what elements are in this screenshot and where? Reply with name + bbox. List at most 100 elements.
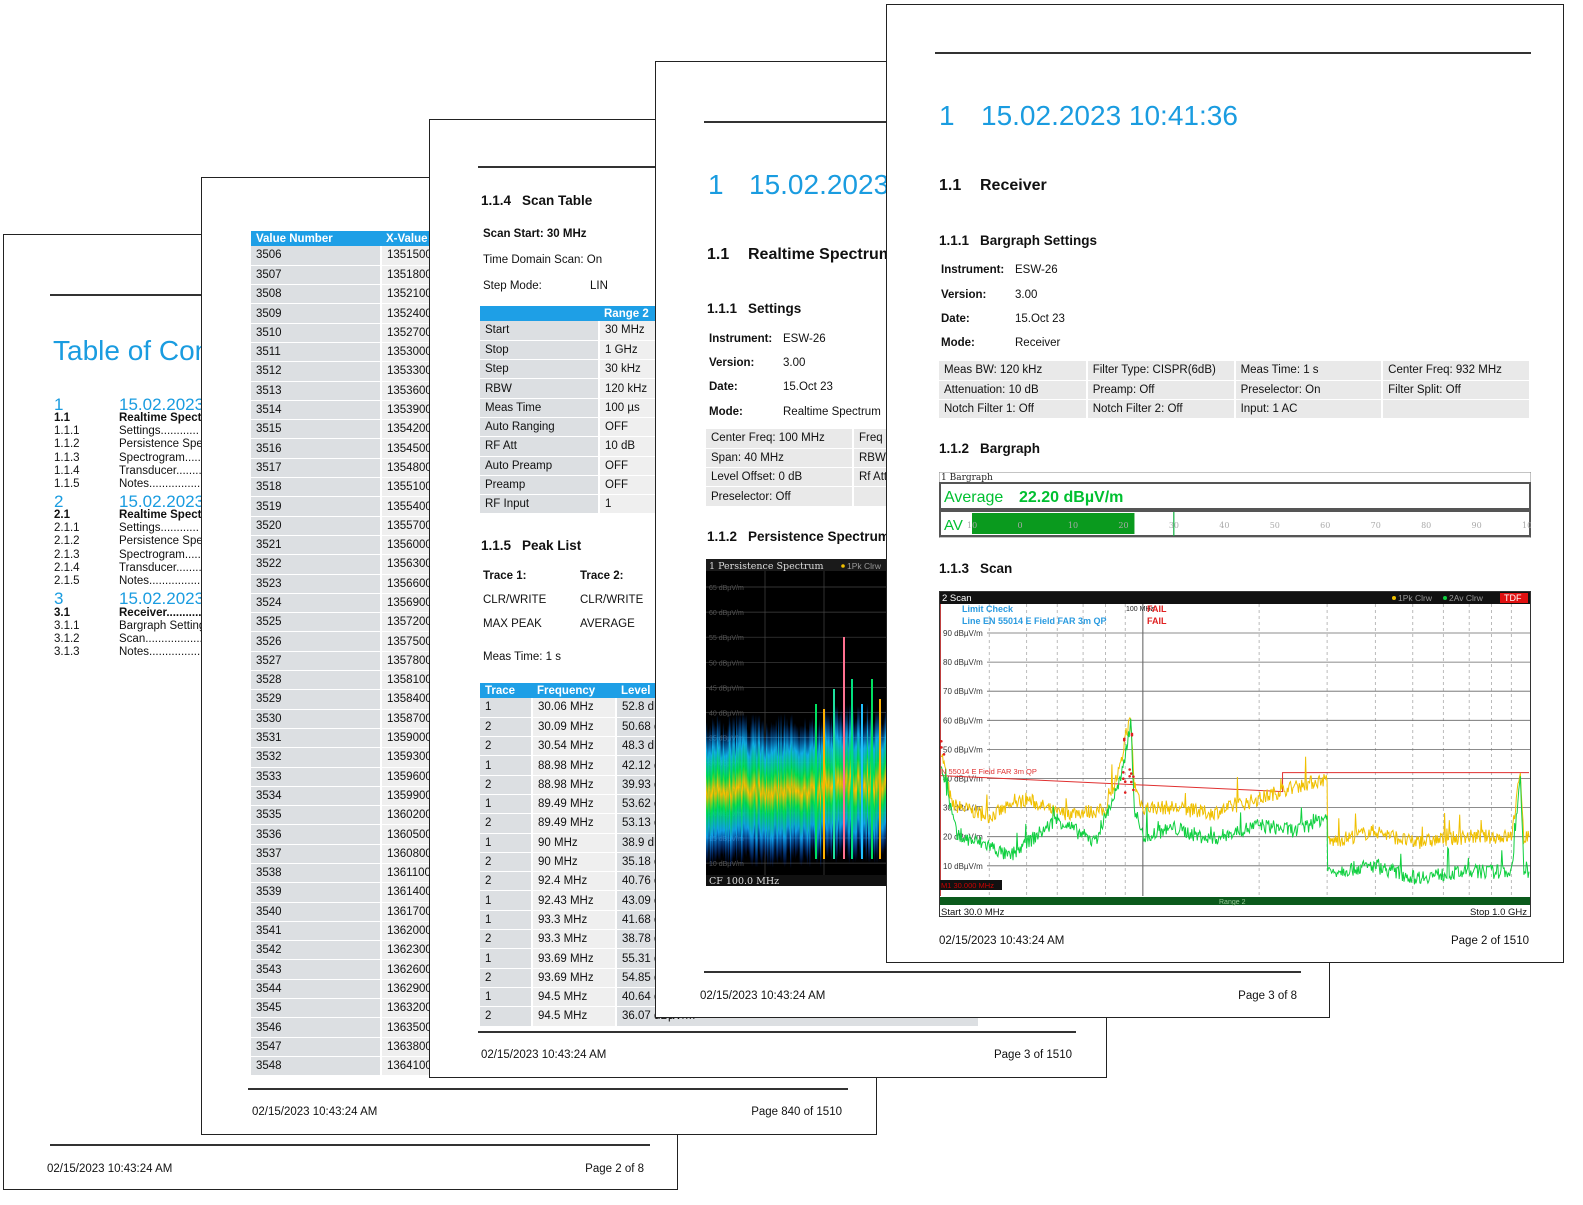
- table-cell: 3524: [251, 593, 382, 614]
- persistence-column: [856, 718, 858, 861]
- table-cell: Level Offset: 0 dB: [706, 467, 854, 488]
- scale-tick-label: 70: [1371, 521, 1381, 530]
- y-tick-label: 65 dBµV/m: [709, 585, 744, 592]
- scale-tick-label: 80: [1421, 521, 1431, 530]
- toc-entry-label: Notes.................: [119, 478, 204, 490]
- persistence-column: [779, 732, 781, 859]
- toc-entry-label: Spectrogram......: [119, 452, 205, 464]
- section-number: 1.1.5: [481, 538, 512, 553]
- table-cell: Preselector: On: [1234, 380, 1384, 401]
- persistence-column: [746, 728, 749, 852]
- table-cell: Meas Time: 1 s: [1234, 361, 1384, 381]
- toc-entry-label: Realtime Spectr: [119, 412, 206, 424]
- persistence-column: [840, 708, 842, 855]
- persistence-column: [749, 731, 751, 859]
- table-cell: Input: 1 AC: [1234, 399, 1384, 420]
- tdf-badge-label: TDF: [1504, 593, 1522, 603]
- scale-tick-label: 10: [1068, 521, 1078, 530]
- table-cell: Preamp: [480, 475, 600, 496]
- table-cell: 3535: [251, 805, 382, 826]
- peak-marker: [1123, 780, 1127, 784]
- persistence-column: [794, 723, 797, 860]
- table-cell: 3516: [251, 438, 382, 459]
- persistence-column: [739, 714, 741, 854]
- toc-entry-number: 1.1: [54, 412, 70, 424]
- y-tick-label: 20 dBµV/m: [943, 833, 983, 842]
- toc-entry-label: Realtime Spectr: [119, 509, 206, 521]
- table-cell: 1: [480, 794, 533, 815]
- peak-marker: [1130, 733, 1134, 737]
- subsection-title: Scan: [980, 561, 1013, 576]
- info-label: Date:: [709, 381, 738, 393]
- table-cell: RF Input: [480, 494, 600, 515]
- detector-label: Average: [944, 489, 1003, 506]
- bargraph-level-bar: [972, 513, 1135, 534]
- persistence-column: [781, 732, 783, 853]
- persistence-column: [812, 725, 815, 850]
- limit-line-trace-label: N 55014 E Field FAR 3m QP: [941, 767, 1037, 776]
- persistence-column: [882, 723, 884, 856]
- scan-window-title: 2 Scan: [942, 593, 972, 604]
- trace2-detector: AVERAGE: [580, 618, 635, 630]
- toc-entry-number: 2.1: [54, 509, 70, 521]
- table-cell: 2: [480, 775, 533, 795]
- persistence-column: [767, 726, 769, 867]
- table-cell: 89.49 MHz: [532, 794, 617, 815]
- section-title: Scan Table: [522, 193, 593, 208]
- subsection-number: 1.1.2: [707, 529, 738, 544]
- persistence-column: [719, 718, 721, 861]
- table-cell: 3521: [251, 535, 382, 556]
- meas-time: Meas Time: 1 s: [483, 651, 561, 663]
- toc-entry-number: 1.1.1: [54, 425, 80, 437]
- table-row: Attenuation: 10 dB Preamp: Off Preselector…: [939, 380, 1531, 401]
- persistence-column: [866, 703, 869, 846]
- y-tick-label: 45 dBµV/m: [709, 685, 744, 692]
- persistence-window-title: 1 Persistence Spectrum: [709, 561, 824, 572]
- table-cell: 3511: [251, 342, 382, 363]
- table-cell: 3530: [251, 709, 382, 729]
- table-cell: 3522: [251, 554, 382, 575]
- footer-page: Page 2 of 8: [585, 1163, 644, 1175]
- toc-title: Table of Con: [53, 335, 211, 366]
- table-cell: Center Freq: 932 MHz: [1382, 361, 1531, 381]
- persistence-column: [716, 714, 719, 857]
- table-row: Meas BW: 120 kHz Filter Type: CISPR(6dB) M…: [939, 361, 1531, 381]
- persistence-column: [877, 709, 879, 844]
- persistence-column: [763, 733, 765, 854]
- trace1-mode: CLR/WRITE: [483, 594, 547, 606]
- toc-entry-label: 15.02.2023: [119, 492, 205, 511]
- table-cell: 3543: [251, 959, 382, 980]
- persistence-column: [799, 725, 801, 866]
- header-rule: [935, 52, 1531, 54]
- persistence-column: [824, 707, 827, 851]
- toc-entry-label: Persistence Spe: [119, 438, 203, 450]
- table-cell: 89.49 MHz: [532, 813, 617, 834]
- persistence-column: [740, 719, 743, 867]
- persistence-column: [846, 705, 848, 847]
- table-cell: 93.3 MHz: [532, 929, 617, 950]
- persistence-column: [726, 731, 728, 854]
- table-cell: 3547: [251, 1037, 382, 1057]
- persistence-column: [776, 729, 779, 865]
- persistence-column: [863, 722, 865, 850]
- subsection-number: 1.1.3: [939, 561, 970, 576]
- table-cell: 3517: [251, 458, 382, 479]
- tdf-badge: [1500, 593, 1528, 603]
- chapter-number: 1: [939, 100, 955, 131]
- table-cell: 3546: [251, 1017, 382, 1038]
- column-header: Frequency: [532, 683, 616, 698]
- info-label: Date:: [941, 313, 970, 325]
- persistence-column: [816, 731, 818, 864]
- table-cell: Preamp: Off: [1086, 380, 1236, 401]
- table-cell: 3548: [251, 1056, 382, 1077]
- limit-line-name: Line EN 55014 E Field FAR 3m QP: [962, 616, 1107, 626]
- toc-entry-number: 3: [54, 589, 64, 608]
- persistence-column: [791, 713, 793, 856]
- table-cell: 30.54 MHz: [532, 736, 617, 757]
- table-cell: Notch Filter 2: Off: [1086, 399, 1236, 420]
- bargraph-readout-box: [939, 482, 1531, 510]
- table-cell: 88.98 MHz: [532, 775, 617, 795]
- toc-entry-label: Notes.................: [119, 575, 204, 587]
- info-label: Instrument:: [709, 333, 773, 345]
- table-cell: 2: [480, 813, 533, 834]
